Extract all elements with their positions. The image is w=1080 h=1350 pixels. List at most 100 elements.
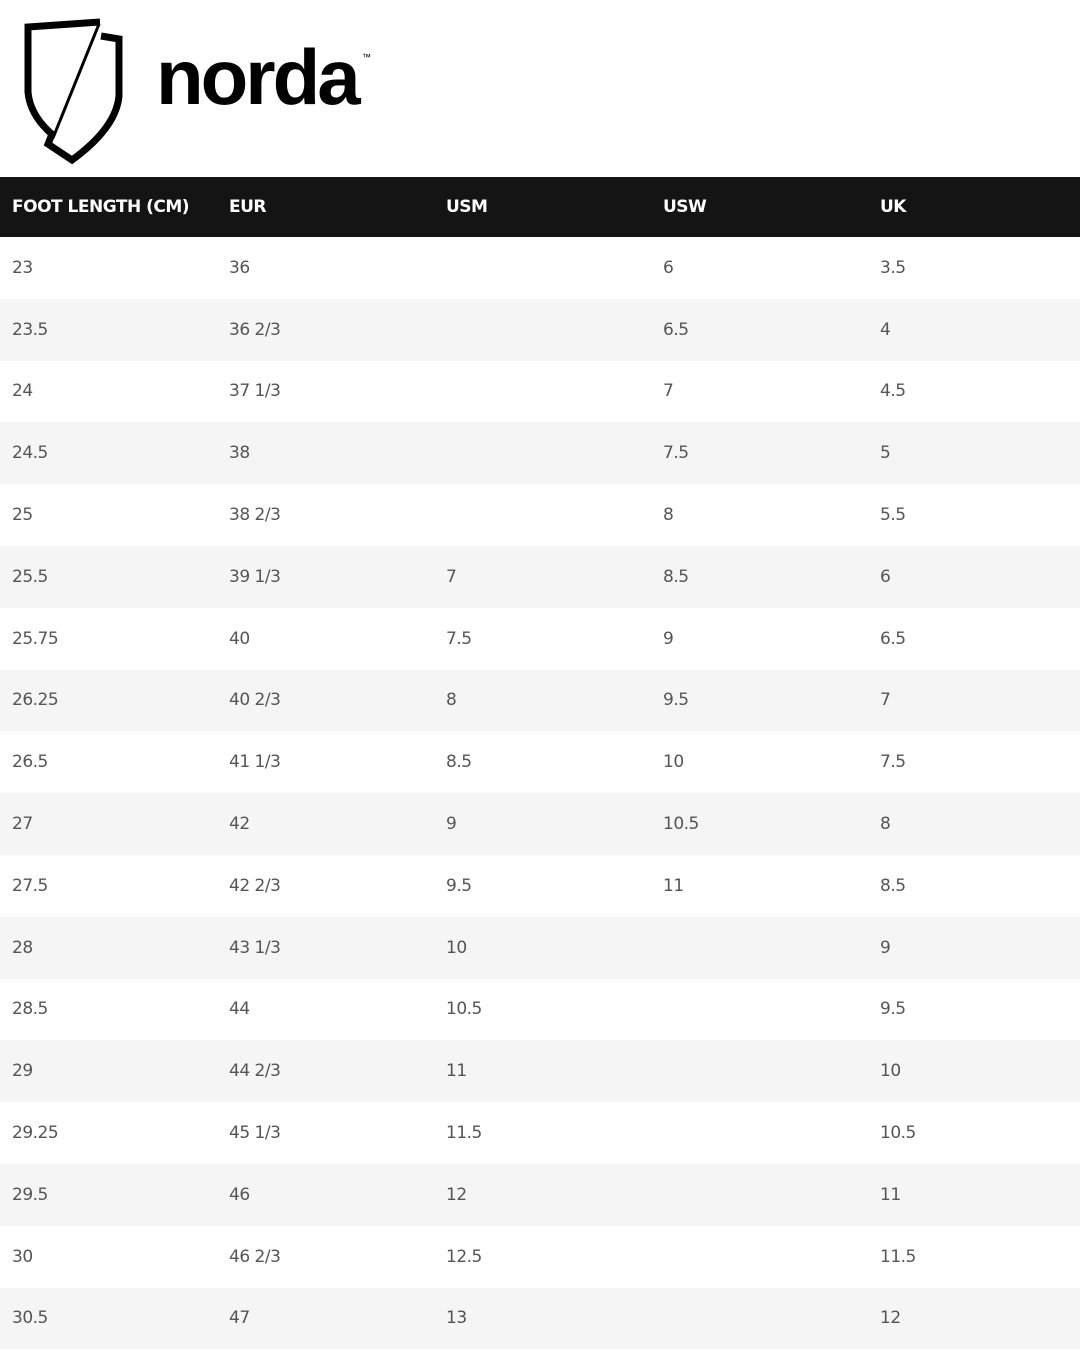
table-cell: 11 [434, 1040, 651, 1103]
table-cell: 11.5 [880, 1246, 916, 1267]
table-cell: 30 [12, 1246, 33, 1267]
table-row: 26.25 40 2/3 8 9.5 7 [0, 669, 1080, 732]
table-cell [434, 237, 651, 299]
table-cell: 42 2/3 [229, 875, 281, 896]
table-cell: 26.25 [0, 669, 217, 732]
table-cell: 6.5 [651, 298, 868, 361]
table-cell: 9 [663, 628, 674, 649]
table-row: 24.5 38 7.5 5 [0, 422, 1080, 485]
column-header: EUR [217, 177, 434, 237]
brand-logo: norda ™ [0, 0, 1080, 177]
brand-wordmark: norda [156, 33, 361, 121]
table-cell: 7.5 [651, 422, 868, 485]
table-row: 25.75 40 7.5 9 6.5 [0, 608, 1080, 670]
table-cell: 9 [434, 793, 651, 855]
table-cell: 46 2/3 [229, 1246, 281, 1267]
table-row: 25 38 2/3 8 5.5 [0, 484, 1080, 546]
table-cell: 27 [0, 793, 217, 855]
table-cell: 5 [868, 422, 1080, 485]
table-cell: 12.5 [446, 1246, 482, 1267]
table-row: 23.5 36 2/3 6.5 4 [0, 298, 1080, 361]
table-cell: 28.5 [12, 999, 48, 1020]
table-row: 24 37 1/3 7 4.5 [0, 361, 1080, 423]
size-chart-table: FOOT LENGTH (CM) EUR USM USW UK 23 36 6 3.5 23.5… [0, 177, 1080, 1350]
table-cell: 27.5 [12, 875, 48, 896]
table-cell [434, 484, 651, 546]
table-cell: 10 [434, 916, 651, 979]
table-cell: 8.5 [446, 752, 472, 773]
table-cell: 6 [663, 257, 674, 278]
table-cell: 9.5 [446, 875, 472, 896]
column-header: UK [868, 177, 1080, 237]
table-cell: 8 [663, 505, 674, 526]
table-cell [651, 1163, 868, 1226]
table-cell: 29.25 [12, 1123, 59, 1144]
table-cell: 30.5 [0, 1287, 217, 1350]
table-row: 26.5 41 1/3 8.5 10 7.5 [0, 731, 1080, 793]
table-cell: 12 [434, 1163, 651, 1226]
table-cell: 8.5 [651, 545, 868, 608]
table-cell: 11.5 [446, 1123, 482, 1144]
table-cell: 25.75 [12, 628, 59, 649]
table-cell: 3.5 [880, 257, 906, 278]
table-row: 27.5 42 2/3 9.5 11 8.5 [0, 855, 1080, 917]
table-cell: 46 [217, 1163, 434, 1226]
table-cell: 9 [868, 916, 1080, 979]
table-cell [434, 422, 651, 485]
table-cell: 37 1/3 [229, 381, 281, 402]
table-cell: 13 [434, 1287, 651, 1350]
table-cell [651, 1226, 868, 1288]
table-cell: 7 [868, 669, 1080, 732]
table-cell: 6 [868, 545, 1080, 608]
column-header: USM [434, 177, 651, 237]
table-row: 29 44 2/3 11 10 [0, 1040, 1080, 1103]
table-cell: 42 [217, 793, 434, 855]
shield-icon [24, 18, 123, 165]
table-cell: 29.5 [0, 1163, 217, 1226]
trademark: ™ [362, 52, 371, 62]
table-cell: 10 [663, 752, 684, 773]
table-cell: 7.5 [880, 752, 906, 773]
table-cell: 25 [12, 505, 33, 526]
table-cell [651, 1102, 868, 1164]
table-row: 29.25 45 1/3 11.5 10.5 [0, 1102, 1080, 1164]
table-cell: 44 2/3 [217, 1040, 434, 1103]
table-cell: 45 1/3 [229, 1123, 281, 1144]
table-cell: 9.5 [651, 669, 868, 732]
table-cell: 44 [229, 999, 250, 1020]
table-cell [651, 916, 868, 979]
table-cell: 36 2/3 [217, 298, 434, 361]
table-row: 25.5 39 1/3 7 8.5 6 [0, 545, 1080, 608]
table-cell: 29 [0, 1040, 217, 1103]
table-cell: 47 [217, 1287, 434, 1350]
table-cell [651, 1287, 868, 1350]
table-cell: 25.5 [0, 545, 217, 608]
table-cell: 23 [12, 257, 33, 278]
table-cell: 38 2/3 [229, 505, 281, 526]
table-cell: 6.5 [880, 628, 906, 649]
table-cell: 41 1/3 [229, 752, 281, 773]
table-row: 27 42 9 10.5 8 [0, 793, 1080, 855]
table-cell: 10.5 [651, 793, 868, 855]
table-cell: 10.5 [446, 999, 482, 1020]
table-cell: 28 [0, 916, 217, 979]
table-cell: 4.5 [880, 381, 906, 402]
column-header: FOOT LENGTH (CM) [0, 177, 217, 237]
table-cell: 24 [12, 381, 33, 402]
table-row: 28.5 44 10.5 9.5 [0, 979, 1080, 1041]
table-cell: 11 [868, 1163, 1080, 1226]
table-cell: 8.5 [880, 875, 906, 896]
table-cell: 40 [229, 628, 250, 649]
table-cell [651, 979, 868, 1041]
table-row: 29.5 46 12 11 [0, 1163, 1080, 1226]
table-cell: 26.5 [12, 752, 48, 773]
table-cell: 7 [663, 381, 674, 402]
table-cell: 40 2/3 [217, 669, 434, 732]
table-cell: 9.5 [880, 999, 906, 1020]
table-cell [651, 1040, 868, 1103]
header-row: FOOT LENGTH (CM) EUR USM USW UK [0, 177, 1080, 237]
table-cell: 11 [663, 875, 684, 896]
table-cell [434, 361, 651, 423]
table-row: 30.5 47 13 12 [0, 1287, 1080, 1350]
table-cell: 12 [868, 1287, 1080, 1350]
